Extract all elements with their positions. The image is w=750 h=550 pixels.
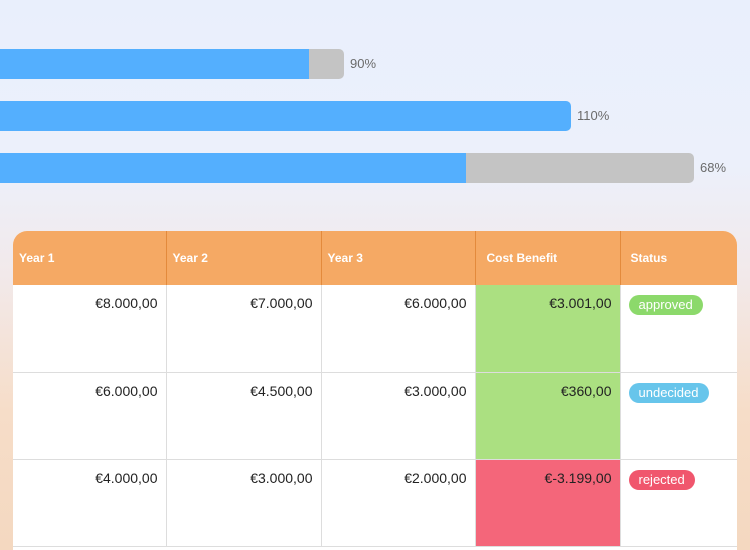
progress-fill (0, 49, 309, 79)
column-header-status[interactable]: Status (620, 231, 737, 285)
progress-track (0, 49, 344, 79)
table-header-row: Year 1 Year 2 Year 3 Cost Benefit Status (13, 231, 737, 285)
status-cell: rejected (620, 459, 737, 547)
table-row: €8.000,00 €7.000,00 €6.000,00 €3.001,00 … (13, 285, 737, 373)
table-row: €6.000,00 €4.500,00 €3.000,00 €360,00 un… (13, 372, 737, 460)
progress-label: 68% (700, 160, 727, 175)
column-header-cost-benefit[interactable]: Cost Benefit (475, 231, 621, 285)
status-cell: undecided (620, 372, 737, 460)
year-3-cell: €2.000,00 (321, 459, 476, 547)
column-header-year-1[interactable]: Year 1 (13, 231, 167, 285)
column-header-year-3[interactable]: Year 3 (321, 231, 476, 285)
year-3-cell: €6.000,00 (321, 285, 476, 373)
cost-benefit-cell: €3.001,00 (475, 285, 621, 373)
status-badge: approved (628, 295, 703, 315)
status-cell: approved (620, 285, 737, 373)
progress-fill (0, 101, 571, 131)
year-2-cell: €7.000,00 (166, 285, 322, 373)
year-2-cell: €4.500,00 (166, 372, 322, 460)
cost-benefit-cell: €360,00 (475, 372, 621, 460)
progress-track (0, 153, 694, 183)
progress-track (0, 101, 571, 131)
year-1-cell: €6.000,00 (13, 372, 167, 460)
cost-benefit-cell: €-3.199,00 (475, 459, 621, 547)
status-badge: undecided (628, 382, 709, 403)
status-badge: rejected (628, 469, 695, 490)
year-1-cell: €8.000,00 (13, 285, 167, 373)
progress-label: 110% (577, 108, 610, 123)
table-row: €4.000,00 €3.000,00 €2.000,00 €-3.199,00… (13, 459, 737, 547)
progress-fill (0, 153, 466, 183)
progress-label: 90% (350, 56, 377, 71)
year-1-cell: €4.000,00 (13, 459, 167, 547)
progress-bars: 90% 110% 68% (0, 0, 750, 200)
column-header-year-2[interactable]: Year 2 (166, 231, 322, 285)
year-3-cell: €3.000,00 (321, 372, 476, 460)
year-2-cell: €3.000,00 (166, 459, 322, 547)
cost-benefit-table: Year 1 Year 2 Year 3 Cost Benefit Status… (13, 231, 737, 550)
